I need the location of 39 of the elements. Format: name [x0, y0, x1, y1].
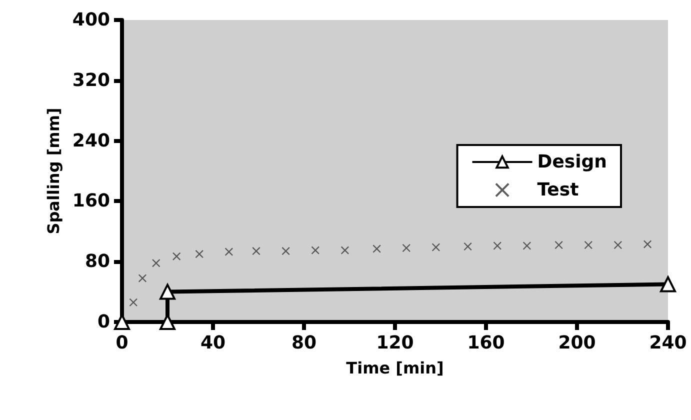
point — [252, 247, 260, 256]
point — [554, 240, 563, 249]
x-tick-label: 160 — [467, 332, 505, 354]
y-tick-label: 400 — [72, 10, 110, 30]
point — [138, 274, 146, 282]
point — [372, 244, 381, 253]
x-tick-label: 240 — [649, 332, 687, 354]
point — [152, 259, 160, 268]
point — [402, 244, 410, 252]
y-axis-title: Spalling [mm] — [44, 108, 64, 234]
point — [160, 284, 176, 300]
point — [224, 248, 233, 256]
y-tick-label: 0 — [97, 312, 110, 332]
point — [660, 276, 676, 292]
y-tick-label: 160 — [72, 190, 110, 212]
x-tick-label: 0 — [116, 332, 128, 354]
point — [311, 246, 320, 254]
point — [493, 242, 502, 250]
point — [195, 250, 204, 258]
point — [340, 246, 349, 254]
legend-label: Design — [537, 152, 607, 172]
point — [584, 240, 592, 249]
legend-label: Test — [537, 180, 580, 200]
y-tick-label: 80 — [84, 251, 110, 272]
point — [432, 243, 440, 252]
x-tick-label: 200 — [558, 332, 596, 354]
x-axis-title: Time [min] — [346, 358, 444, 378]
x-tick-label: 120 — [376, 332, 414, 354]
point — [129, 298, 138, 306]
point — [644, 240, 652, 248]
point — [282, 247, 290, 256]
point — [172, 252, 181, 260]
point — [614, 240, 622, 249]
point — [464, 242, 472, 250]
x-tick-label: 80 — [291, 332, 317, 354]
point — [522, 242, 531, 250]
y-tick-label: 320 — [72, 70, 110, 91]
x-tick-label: 40 — [200, 332, 226, 354]
y-tick-label: 240 — [72, 130, 110, 152]
